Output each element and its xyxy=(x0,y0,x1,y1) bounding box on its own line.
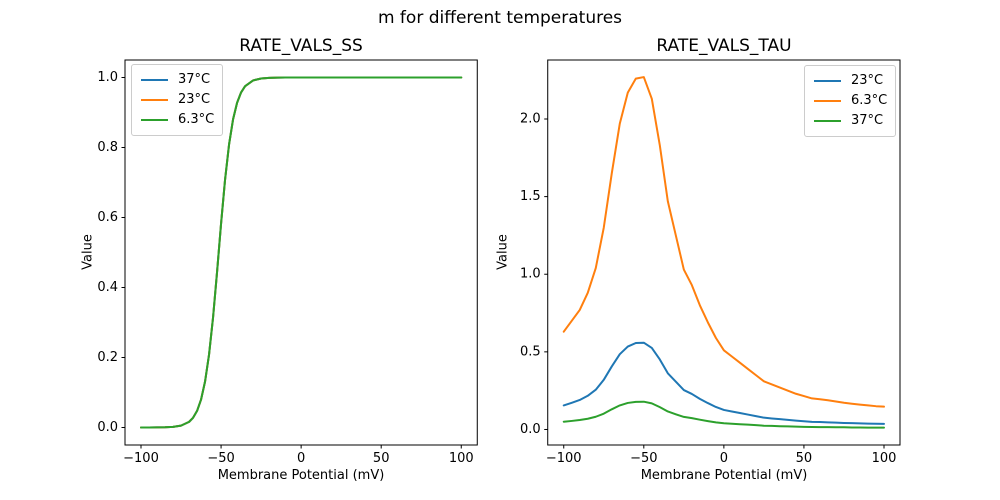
x-tick-label: −50 xyxy=(630,451,657,466)
legend-item: 37°C xyxy=(814,111,887,131)
x-tick-label: 100 xyxy=(872,451,897,466)
legend-item: 23°C xyxy=(141,90,214,110)
y-tick-label: 1.0 xyxy=(520,267,541,282)
tau-yaxis-label: Value xyxy=(495,234,511,270)
y-tick-label: 0.4 xyxy=(97,280,118,295)
y-tick-label: 2.0 xyxy=(520,111,541,126)
legend-label: 6.3°C xyxy=(851,93,888,108)
legend-item: 23°C xyxy=(814,71,887,91)
y-tick-label: 1.5 xyxy=(520,189,541,204)
y-tick-label: 0.0 xyxy=(520,422,541,437)
x-tick-label: 50 xyxy=(796,451,813,466)
legend-label: 23°C xyxy=(178,92,211,107)
legend-line-swatch xyxy=(814,80,841,82)
x-tick-label: 100 xyxy=(449,451,474,466)
tau-legend: 23°C 6.3°C 37°C xyxy=(804,65,897,137)
y-tick-label: 0.8 xyxy=(97,140,118,155)
tau-plot-title: RATE_VALS_TAU xyxy=(656,36,792,56)
legend-label: 37°C xyxy=(178,72,211,87)
ss-xaxis-label: Membrane Potential (mV) xyxy=(217,468,385,483)
x-tick-label: 0 xyxy=(297,451,305,466)
legend-item: 6.3°C xyxy=(814,91,887,111)
x-tick-label: −100 xyxy=(546,451,582,466)
tau-xaxis-label: Membrane Potential (mV) xyxy=(640,468,808,483)
ss-yaxis-label: Value xyxy=(80,234,96,270)
x-tick-label: 0 xyxy=(720,451,728,466)
legend-label: 23°C xyxy=(851,73,884,88)
legend-item: 6.3°C xyxy=(141,110,214,130)
y-tick-label: 0.6 xyxy=(97,210,118,225)
series-line-1-0 xyxy=(562,341,885,425)
x-tick-label: −50 xyxy=(207,451,234,466)
x-tick-label: 50 xyxy=(373,451,390,466)
legend-line-swatch xyxy=(141,119,168,121)
legend-line-swatch xyxy=(141,79,168,81)
y-tick-label: 1.0 xyxy=(97,70,118,85)
legend-label: 6.3°C xyxy=(178,112,215,127)
series-line-1-1 xyxy=(562,76,885,408)
legend-line-swatch xyxy=(814,120,841,122)
legend-item: 37°C xyxy=(141,70,214,90)
y-tick-label: 0.0 xyxy=(97,420,118,435)
figure-suptitle: m for different temperatures xyxy=(377,8,623,28)
ss-legend: 37°C 23°C 6.3°C xyxy=(131,64,224,136)
series-line-1-2 xyxy=(562,400,885,429)
legend-label: 37°C xyxy=(851,113,884,128)
y-tick-label: 0.5 xyxy=(520,344,541,359)
ss-plot-title: RATE_VALS_SS xyxy=(239,36,363,56)
x-tick-label: −100 xyxy=(123,451,159,466)
legend-line-swatch xyxy=(141,99,168,101)
legend-line-swatch xyxy=(814,100,841,102)
y-tick-label: 0.2 xyxy=(97,350,118,365)
series-line-0-2 xyxy=(140,76,463,429)
